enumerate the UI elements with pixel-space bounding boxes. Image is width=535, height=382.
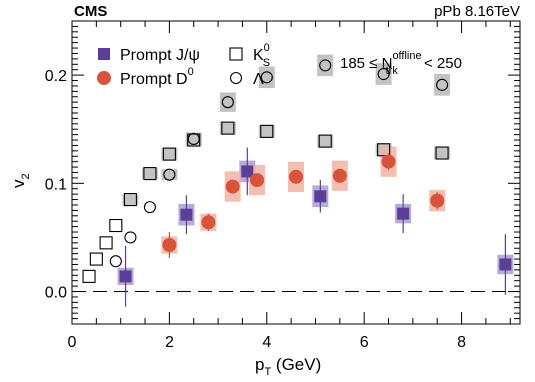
systematic-boxes xyxy=(117,54,514,286)
y-tick-label: 0.1 xyxy=(45,176,67,193)
system-label: pPb 8.16TeV xyxy=(434,3,520,20)
selection-label-prefix: 185 ≤ N xyxy=(340,55,392,72)
lambda-syst-box xyxy=(161,169,178,181)
jpsi-marker xyxy=(241,165,254,178)
x-tick-label: 8 xyxy=(457,334,466,351)
lambda-marker xyxy=(377,67,390,81)
k0s-legend-label-sup: 0 xyxy=(264,42,270,54)
k0s-marker xyxy=(143,167,157,181)
k0s-marker xyxy=(260,124,274,138)
lambda-marker xyxy=(163,168,176,181)
jpsi-marker xyxy=(397,207,410,220)
k0s-marker xyxy=(89,252,103,266)
y-axis-label: v2 xyxy=(9,173,32,188)
lambda-syst-box xyxy=(219,92,236,112)
k0s-marker xyxy=(435,146,449,160)
k0s-syst-box xyxy=(434,146,451,160)
jpsi-marker xyxy=(314,190,327,203)
lambda-syst-box xyxy=(317,54,334,77)
k0s-syst-box xyxy=(317,134,334,148)
d0-legend-label: Prompt D0 xyxy=(120,66,194,88)
jpsi-legend-label: Prompt J/ψ xyxy=(120,47,200,64)
k0s-legend-label-main: K xyxy=(253,47,264,64)
selection-label-suffix: < 250 xyxy=(420,55,462,72)
d0-marker xyxy=(430,193,445,208)
lambda-marker xyxy=(436,78,449,91)
lambda-marker xyxy=(187,132,200,146)
k0s-syst-box xyxy=(258,124,275,138)
k0s-marker xyxy=(187,133,201,147)
y-axis-label-sub: 2 xyxy=(20,173,32,179)
x-axis-label-sub: T xyxy=(264,366,271,378)
d0-legend-label-sup: 0 xyxy=(188,66,194,78)
k0s-syst-box xyxy=(141,168,158,179)
d0-legend-marker xyxy=(97,71,111,85)
x-tick-label: 2 xyxy=(165,334,174,351)
y-axis-label-main: v xyxy=(9,179,28,188)
jpsi-legend-label-main: Prompt J/ψ xyxy=(120,47,200,64)
lambda-legend-label-main: Λ xyxy=(253,71,264,88)
selection-label: 185 ≤ Noffline trk < 250 xyxy=(340,50,462,77)
x-axis-label: pT (GeV) xyxy=(255,355,321,378)
x-tick-label: 6 xyxy=(360,334,369,351)
k0s-syst-box xyxy=(219,121,236,135)
k0s-syst-box xyxy=(161,147,178,161)
lambda-syst-box xyxy=(375,63,392,85)
d0-marker xyxy=(332,168,347,183)
jpsi-marker xyxy=(499,258,512,271)
jpsi-marker xyxy=(119,270,132,283)
k0s-legend-marker xyxy=(229,47,243,61)
lambda-syst-box xyxy=(258,66,275,89)
x-axis-label-main: p xyxy=(255,355,264,374)
k0s-marker xyxy=(99,236,113,250)
d0-marker xyxy=(250,173,265,188)
lambda-marker xyxy=(221,96,234,109)
k0s-marker xyxy=(123,193,137,207)
k0s-legend-label: K0 S xyxy=(253,42,270,69)
experiment-label: CMS xyxy=(74,3,107,20)
d0-legend-label-main: Prompt D xyxy=(120,71,188,88)
k0s-syst-box xyxy=(122,194,139,205)
k0s-marker xyxy=(109,218,123,233)
lambda-marker xyxy=(109,255,122,268)
k0s-marker xyxy=(82,269,96,283)
data-markers xyxy=(82,59,512,283)
lambda-marker xyxy=(143,201,156,214)
d0-marker xyxy=(162,238,177,253)
selection-label-sup: offline xyxy=(392,50,421,62)
lambda-marker xyxy=(319,59,332,72)
lambda-marker xyxy=(124,231,137,244)
lambda-marker xyxy=(260,71,273,84)
k0s-legend-label-sub: S xyxy=(263,57,270,69)
axis-ticks: 0 2 4 6 8 0.0 0.1 0.2 xyxy=(45,20,520,351)
x-tick-label: 0 xyxy=(68,334,77,351)
error-bars xyxy=(124,147,506,307)
x-axis-label-suffix: (GeV) xyxy=(271,355,321,374)
y-tick-label: 0.2 xyxy=(45,68,67,85)
d0-marker xyxy=(289,169,303,184)
x-tick-label: 4 xyxy=(262,334,271,351)
k0s-marker xyxy=(377,143,391,157)
d0-marker xyxy=(201,215,216,230)
d0-marker xyxy=(225,179,240,194)
selection-label-sub: trk xyxy=(386,65,399,77)
d0-marker xyxy=(381,154,396,169)
k0s-marker xyxy=(162,147,176,161)
k0s-marker xyxy=(318,134,332,148)
lambda-legend-marker xyxy=(229,71,243,85)
k0s-marker xyxy=(221,121,235,135)
jpsi-legend-marker xyxy=(98,48,110,60)
jpsi-marker xyxy=(180,208,193,221)
y-tick-label: 0.0 xyxy=(45,285,67,302)
lambda-syst-box xyxy=(434,74,451,96)
lambda-legend-label: Λ xyxy=(253,71,264,88)
